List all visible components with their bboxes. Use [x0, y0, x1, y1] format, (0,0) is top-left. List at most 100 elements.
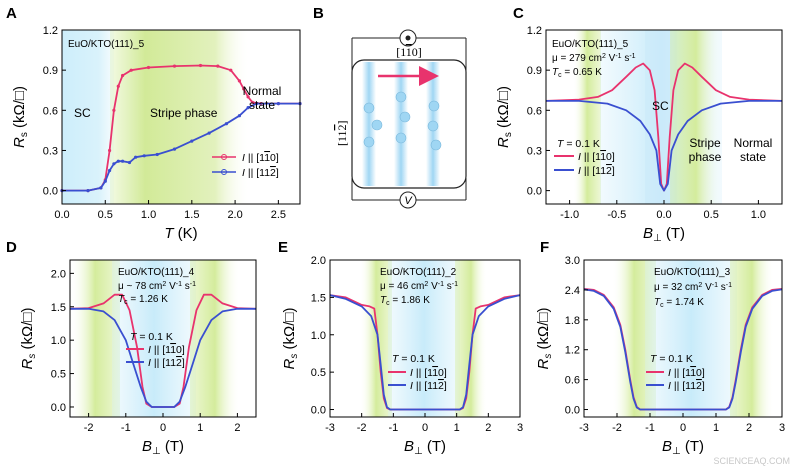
- point-a-blue: [99, 186, 103, 190]
- svg-text:I || [110]: I || [110]: [148, 344, 185, 356]
- device-schematic: V [110] [112]: [335, 29, 467, 209]
- y-tick-label-c: 0.0: [527, 186, 542, 198]
- x-tick-label-e: 0: [422, 422, 428, 434]
- point-a-blue: [112, 162, 116, 166]
- panel-e-legend: T = 0.1 K I || [110] I || [112]: [388, 353, 447, 392]
- point-a-blue: [86, 189, 90, 193]
- y-tick-label-f: 1.8: [565, 315, 580, 327]
- direction-label-side: [112]: [335, 120, 349, 146]
- watermark: SCIENCEAQ.COM: [713, 456, 790, 466]
- point-a-blue: [127, 160, 132, 165]
- panel-c-sample: EuO/KTO(111)_5: [552, 39, 629, 50]
- y-tick-label-f: 1.2: [565, 345, 580, 357]
- y-tick-label-d: 2.0: [51, 268, 66, 280]
- svg-text:I || [112]: I || [112]: [668, 380, 705, 392]
- x-tick-label-f: 3: [779, 422, 785, 434]
- panel-f-legend: T = 0.1 K I || [110] I || [112]: [646, 353, 705, 392]
- series-e-blue: [329, 294, 521, 411]
- point-a-blue: [190, 139, 194, 143]
- axes-frame-a: [61, 29, 301, 205]
- x-tick-label-a: 2.5: [271, 209, 286, 221]
- y-tick-label-e: 2.0: [311, 255, 326, 267]
- panel-letter-d: D: [6, 239, 17, 256]
- y-tick-label-d: 0.5: [51, 369, 66, 381]
- point-a-red: [129, 68, 133, 72]
- chart-d: -2 -1 0 1 2 0.0 0.5 1.0 1.5 2.0 B⊥ (T) Rs (kΩ/□): [19, 259, 257, 457]
- panel-d-sample: EuO/KTO(111)_4: [118, 267, 195, 278]
- panel-d-legend: T = 0.1 K I || [110] I || [112]: [126, 331, 185, 369]
- svg-text:T = 0.1 K: T = 0.1 K: [650, 353, 693, 365]
- panel-e-sample: EuO/KTO(111)_2: [380, 267, 457, 278]
- y-axis-title-e: Rs (kΩ/□): [281, 308, 300, 370]
- x-tick-label-d: 0: [160, 422, 166, 434]
- x-tick-label-a: 2.0: [227, 209, 242, 221]
- point-a-red: [237, 79, 241, 83]
- panel-letter-a: A: [6, 5, 17, 22]
- x-tick-label-f: 0: [680, 422, 686, 434]
- y-tick-label-e: 1.0: [311, 330, 326, 342]
- point-a-red: [112, 108, 116, 112]
- point-a-blue: [155, 152, 159, 157]
- panel-c-mu: μ = 279 cm2 V-1 s-1: [552, 53, 636, 64]
- y-tick-label-d: 1.5: [51, 302, 66, 314]
- x-tick-label-f: -3: [579, 422, 589, 434]
- point-a-red: [108, 148, 112, 153]
- svg-text:I || [112]: I || [112]: [578, 165, 615, 177]
- series-d-blue: [70, 307, 256, 408]
- chart-a: 0.0 0.5 1.0 1.5 2.0 2.5 0.0 0.3 0.6 0.9 1.2 T (K) Rs…: [11, 25, 302, 242]
- x-tick-label-c: 0.5: [704, 209, 719, 221]
- point-a-blue: [134, 155, 138, 159]
- panel-c-legend: T = 0.1 K I || [110] I || [112]: [554, 138, 615, 177]
- panel-letter-e: E: [278, 239, 288, 256]
- y-tick-label-d: 0.0: [51, 402, 66, 414]
- point-a-blue: [207, 131, 211, 135]
- x-tick-label-e: -2: [357, 422, 367, 434]
- x-tick-label-f: -2: [612, 422, 622, 434]
- panel-d-mu: μ ~ 78 cm2 V-1 s-1: [118, 281, 196, 292]
- panel-a-sample: EuO/KTO(111)_5: [68, 39, 145, 50]
- series-c-blue: [546, 100, 782, 192]
- panel-e-mu: μ = 46 cm2 V-1 s-1: [380, 281, 458, 292]
- svg-text:I || [110]: I || [110]: [668, 367, 705, 379]
- x-tick-label-c: 1.0: [751, 209, 766, 221]
- y-axis-title-a: Rs (kΩ/□): [11, 86, 30, 148]
- panel-e-tc: Tc = 1.86 K: [380, 295, 430, 307]
- direction-label-top: [110]: [396, 45, 422, 59]
- x-axis-title-a: T (K): [164, 225, 197, 242]
- panel-c-region-sc: SC: [652, 99, 669, 113]
- panel-a-region-stripe: Stripe phase: [150, 106, 218, 120]
- panel-a-legend: I || [110] I || [112]: [212, 152, 279, 179]
- panel-c-region-stripe-2: phase: [689, 150, 722, 164]
- svg-text:I || [110]: I || [110]: [410, 367, 447, 379]
- x-tick-label-c: 0.0: [656, 209, 671, 221]
- chart-f: -3 -2 -1 0 1 2 3 0.0 0.6 1.2 1.8 2.4 3.0 B⊥ (T) Rs (kΩ…: [535, 255, 785, 457]
- svg-text:T = 0.1 K: T = 0.1 K: [557, 138, 600, 150]
- panel-d-tc: Tc = 1.26 K: [118, 294, 168, 306]
- panel-f-sample: EuO/KTO(111)_3: [654, 267, 731, 278]
- point-a-blue: [224, 122, 228, 126]
- y-tick-label-e: 1.5: [311, 292, 326, 304]
- y-tick-label-c: 0.6: [527, 105, 542, 117]
- point-a-red: [121, 73, 125, 78]
- chart-e: -3 -2 -1 0 1 2 3 0.0 0.5 1.0 1.5 2.0 B⊥ (T) Rs (kΩ/□): [281, 255, 523, 457]
- point-a-blue: [172, 147, 177, 151]
- x-tick-label-e: -3: [325, 422, 335, 434]
- legend-a-blue: I || [112]: [242, 167, 279, 179]
- panel-e-background: [360, 260, 487, 417]
- panel-a-region-normal-1: Normal: [243, 84, 282, 98]
- point-a-blue: [255, 102, 259, 106]
- point-a-red: [246, 95, 250, 99]
- point-a-red: [229, 68, 233, 72]
- y-tick-label-f: 2.4: [565, 285, 580, 297]
- point-a-blue: [103, 179, 107, 183]
- y-axis-title-c: Rs (kΩ/□): [495, 86, 514, 148]
- y-tick-label-a: 0.9: [43, 65, 58, 77]
- point-a-blue: [116, 159, 120, 163]
- legend-a-red: I || [110]: [242, 152, 279, 164]
- voltmeter-label: V: [404, 195, 413, 207]
- point-a-blue: [246, 106, 250, 110]
- series-f-blue: [583, 288, 783, 411]
- svg-text:T = 0.1 K: T = 0.1 K: [392, 353, 435, 365]
- x-axis-title-d: B⊥ (T): [142, 438, 184, 457]
